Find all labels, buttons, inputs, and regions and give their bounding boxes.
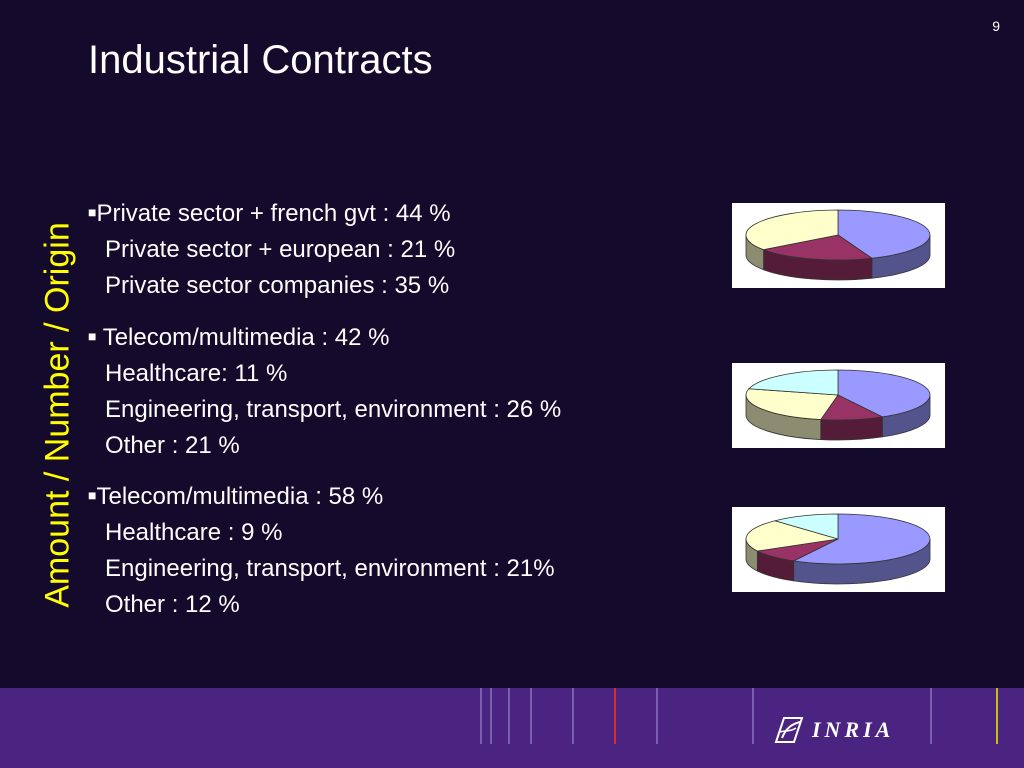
pie-slice: [745, 520, 839, 552]
footer-divider: [656, 688, 658, 744]
pie-slice: [745, 388, 839, 420]
footer-divider: [508, 688, 510, 744]
list-item: Engineering, transport, environment : 26…: [105, 396, 562, 423]
footer-divider: [996, 688, 998, 744]
list-item: ■Private sector + french gvt : 44 %: [88, 200, 451, 227]
pie-slice: [773, 513, 839, 540]
bullet-group-number: ■ Telecom/multimedia : 42 % Healthcare: …: [88, 318, 561, 464]
pie-slice: [748, 369, 839, 396]
footer-divider: [572, 688, 574, 744]
pie-chart-number: [732, 363, 945, 448]
bullet-group-amount: ■Telecom/multimedia : 58 % Healthcare : …: [88, 477, 555, 623]
footer-bar: [0, 688, 1024, 768]
pie-chart-amount: [732, 507, 945, 592]
bullet-icon: ■: [88, 487, 97, 503]
pie-slice: [837, 209, 931, 259]
pie-slice: [745, 209, 839, 251]
list-item: ■ Telecom/multimedia : 42 %: [88, 324, 390, 351]
bullet-group-origin: ■Private sector + french gvt : 44 % Priv…: [88, 194, 455, 304]
bullet-icon: ■: [88, 328, 97, 344]
list-item: Healthcare: 11 %: [105, 360, 288, 387]
logo-text: INRIA: [812, 717, 895, 742]
slide-title: Industrial Contracts: [88, 38, 433, 82]
pie-chart-origin: [732, 203, 945, 288]
inria-logo-icon: [774, 717, 804, 743]
footer-divider: [614, 688, 616, 744]
list-item: ■Telecom/multimedia : 58 %: [88, 483, 384, 510]
inria-logo: INRIA: [772, 710, 912, 750]
footer-divider: [480, 688, 482, 744]
footer-divider: [530, 688, 532, 744]
footer-divider: [490, 688, 492, 744]
slide-number: 9: [992, 18, 1000, 34]
list-item: Private sector companies : 35 %: [105, 272, 450, 299]
bullet-icon: ■: [88, 204, 97, 220]
list-item: Healthcare : 9 %: [105, 519, 283, 546]
list-item: Other : 21 %: [105, 432, 240, 459]
footer-divider: [930, 688, 932, 744]
pie-slice-side: [820, 416, 883, 441]
side-label: Amount / Number / Origin: [38, 222, 77, 608]
footer-divider: [752, 688, 754, 744]
list-item: Private sector + european : 21 %: [105, 236, 456, 263]
list-item: Other : 12 %: [105, 591, 240, 618]
list-item: Engineering, transport, environment : 21…: [105, 555, 555, 582]
pie-slice: [837, 369, 931, 418]
pie-slice: [792, 513, 931, 565]
pie-slice: [762, 234, 873, 261]
